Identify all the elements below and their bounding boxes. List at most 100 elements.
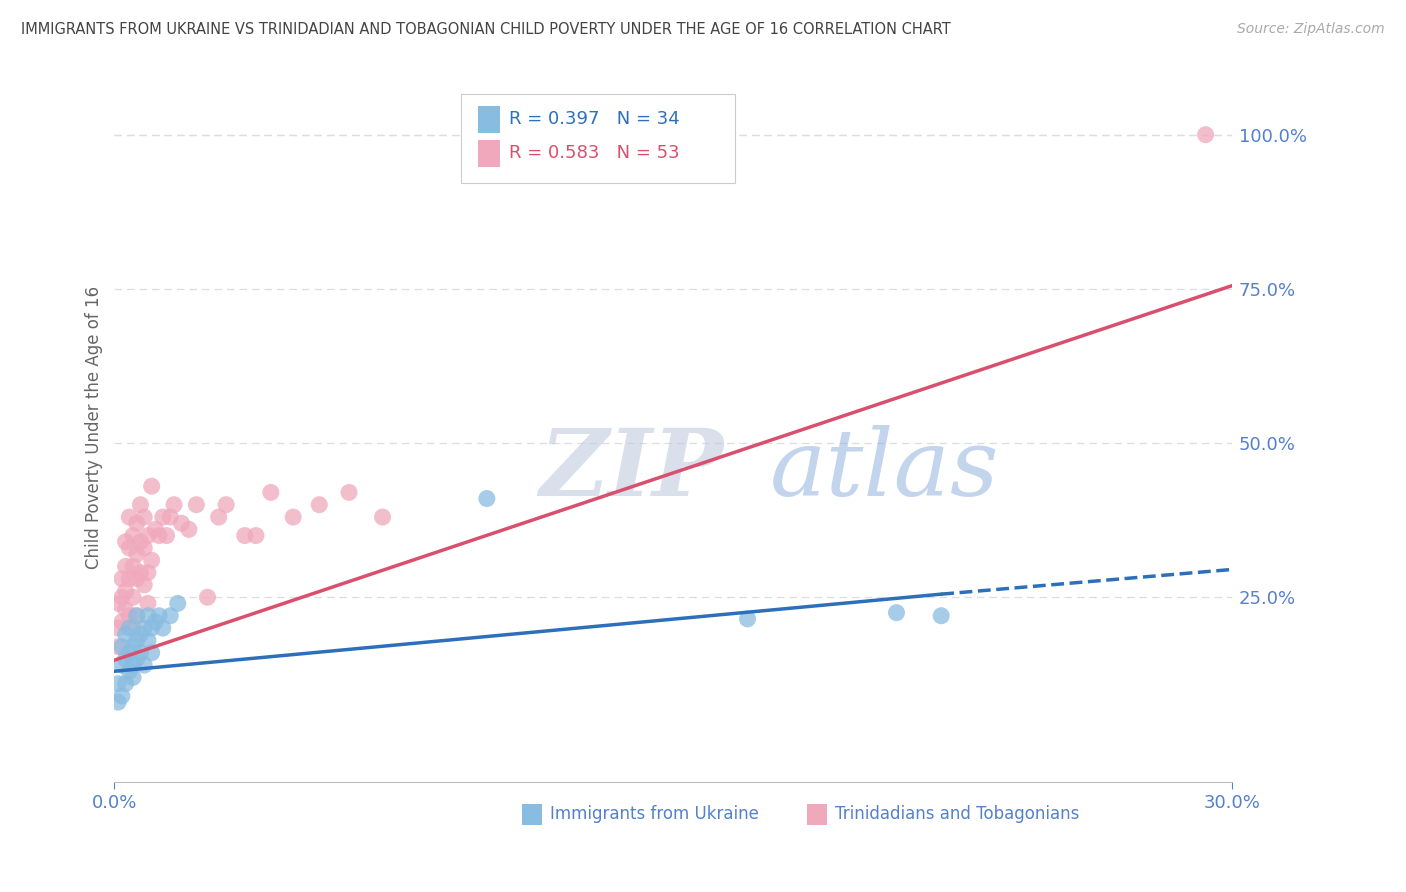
Point <box>152 621 174 635</box>
Point <box>148 528 170 542</box>
Text: atlas: atlas <box>770 425 1000 516</box>
FancyBboxPatch shape <box>807 804 827 825</box>
Point <box>114 534 136 549</box>
Point <box>148 608 170 623</box>
Point <box>111 689 134 703</box>
Point <box>155 528 177 542</box>
Point <box>114 584 136 599</box>
Point <box>114 652 136 666</box>
Point <box>186 498 208 512</box>
Point <box>118 665 141 679</box>
Text: Trinidadians and Tobagonians: Trinidadians and Tobagonians <box>835 805 1080 823</box>
Point <box>475 491 498 506</box>
Point <box>107 695 129 709</box>
Point <box>152 510 174 524</box>
Y-axis label: Child Poverty Under the Age of 16: Child Poverty Under the Age of 16 <box>86 286 103 569</box>
FancyBboxPatch shape <box>461 95 734 183</box>
Point <box>129 534 152 549</box>
Point <box>111 658 134 673</box>
Point <box>122 528 145 542</box>
Point <box>125 516 148 531</box>
Point <box>125 652 148 666</box>
Point <box>929 608 952 623</box>
Point <box>145 522 167 536</box>
Point <box>233 528 256 542</box>
Point <box>114 627 136 641</box>
Point <box>163 498 186 512</box>
Point <box>107 621 129 635</box>
Point <box>170 516 193 531</box>
FancyBboxPatch shape <box>478 105 501 133</box>
Point <box>159 510 181 524</box>
Point <box>159 608 181 623</box>
Point <box>337 485 360 500</box>
Point <box>114 676 136 690</box>
Point <box>737 612 759 626</box>
Point <box>283 510 305 524</box>
Point <box>245 528 267 542</box>
Point <box>122 640 145 654</box>
Point <box>136 608 159 623</box>
Point <box>122 670 145 684</box>
Text: R = 0.397   N = 34: R = 0.397 N = 34 <box>509 110 679 128</box>
Point <box>136 528 159 542</box>
Point <box>118 572 141 586</box>
Point <box>129 498 152 512</box>
Point <box>111 640 134 654</box>
Text: ZIP: ZIP <box>538 425 723 516</box>
Point <box>141 553 163 567</box>
Point <box>125 608 148 623</box>
Point <box>141 479 163 493</box>
Point <box>118 621 141 635</box>
Point <box>166 596 188 610</box>
FancyBboxPatch shape <box>478 140 501 167</box>
Point <box>136 633 159 648</box>
Point <box>134 578 156 592</box>
Point <box>136 566 159 580</box>
Point <box>107 676 129 690</box>
Point <box>260 485 283 500</box>
Point <box>125 633 148 648</box>
Point <box>125 608 148 623</box>
Point <box>129 646 152 660</box>
Point <box>118 646 141 660</box>
Point <box>111 615 134 629</box>
FancyBboxPatch shape <box>522 804 543 825</box>
Point <box>118 608 141 623</box>
Point <box>136 596 159 610</box>
Point <box>145 615 167 629</box>
Point <box>111 591 134 605</box>
Point <box>114 559 136 574</box>
Text: IMMIGRANTS FROM UKRAINE VS TRINIDADIAN AND TOBAGONIAN CHILD POVERTY UNDER THE AG: IMMIGRANTS FROM UKRAINE VS TRINIDADIAN A… <box>21 22 950 37</box>
Point <box>122 658 145 673</box>
Point <box>215 498 238 512</box>
Point <box>1194 128 1216 142</box>
Point <box>308 498 330 512</box>
Point <box>125 547 148 561</box>
Point <box>208 510 231 524</box>
Point <box>129 566 152 580</box>
Point <box>197 591 219 605</box>
Point <box>107 596 129 610</box>
Point <box>114 602 136 616</box>
Point <box>122 591 145 605</box>
Text: Source: ZipAtlas.com: Source: ZipAtlas.com <box>1237 22 1385 37</box>
Point <box>886 606 908 620</box>
Point <box>371 510 394 524</box>
Point <box>134 658 156 673</box>
Point <box>134 621 156 635</box>
Point <box>125 572 148 586</box>
Point <box>141 621 163 635</box>
Point <box>134 510 156 524</box>
Text: R = 0.583   N = 53: R = 0.583 N = 53 <box>509 145 679 162</box>
Point <box>122 559 145 574</box>
Point <box>122 621 145 635</box>
Point <box>111 572 134 586</box>
Point <box>107 640 129 654</box>
Point <box>134 541 156 555</box>
Point <box>118 510 141 524</box>
Point <box>129 627 152 641</box>
Text: Immigrants from Ukraine: Immigrants from Ukraine <box>550 805 759 823</box>
Point <box>177 522 200 536</box>
Point <box>141 646 163 660</box>
